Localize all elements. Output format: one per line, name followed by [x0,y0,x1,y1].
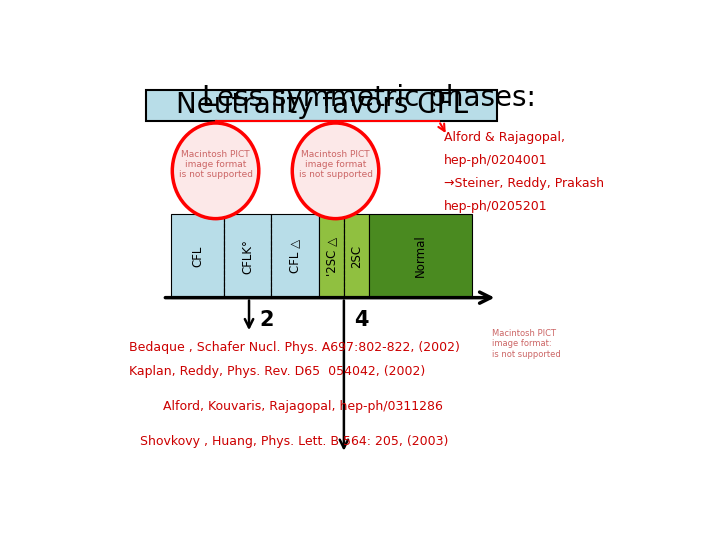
Text: 2SC: 2SC [350,245,363,268]
Text: Macintosh PICT
image format
is not supported: Macintosh PICT image format is not suppo… [179,150,253,179]
Text: hep-ph/0204001: hep-ph/0204001 [444,154,548,167]
Bar [369,214,472,298]
Bar [319,214,344,298]
Bar [224,214,271,298]
Bar [145,90,498,121]
Text: Macintosh PICT
image format:
is not supported: Macintosh PICT image format: is not supp… [492,329,560,359]
Text: Kaplan, Reddy, Phys. Rev. D65  054042, (2002): Kaplan, Reddy, Phys. Rev. D65 054042, (2… [129,365,426,378]
Text: Alford, Kouvaris, Rajagopal, hep-ph/0311286: Alford, Kouvaris, Rajagopal, hep-ph/0311… [163,400,442,413]
Ellipse shape [292,123,379,219]
Text: Neutrality favors CFL: Neutrality favors CFL [176,91,467,119]
Text: Bedaque , Schafer Nucl. Phys. A697:802-822, (2002): Bedaque , Schafer Nucl. Phys. A697:802-8… [129,341,460,354]
Text: 4: 4 [354,309,369,330]
Text: CFL: CFL [191,245,204,267]
Text: CFL △: CFL △ [289,239,302,273]
Bar [271,214,319,298]
Text: CFLK°: CFLK° [241,239,254,273]
Text: Shovkovy , Huang, Phys. Lett. B 564: 205, (2003): Shovkovy , Huang, Phys. Lett. B 564: 205… [140,435,449,448]
Text: →Steiner, Reddy, Prakash: →Steiner, Reddy, Prakash [444,177,604,190]
Text: Macintosh PICT
image format
is not supported: Macintosh PICT image format is not suppo… [299,150,372,179]
Text: hep-ph/0205201: hep-ph/0205201 [444,200,548,213]
Text: Alford & Rajagopal,: Alford & Rajagopal, [444,131,565,144]
Bar [344,214,369,298]
Text: 2: 2 [259,309,274,330]
Bar [171,214,224,298]
Ellipse shape [172,123,258,219]
Text: '2SC △: '2SC △ [325,237,338,275]
Text: Less symmetric phases:: Less symmetric phases: [202,84,536,112]
Text: Normal: Normal [414,235,427,278]
